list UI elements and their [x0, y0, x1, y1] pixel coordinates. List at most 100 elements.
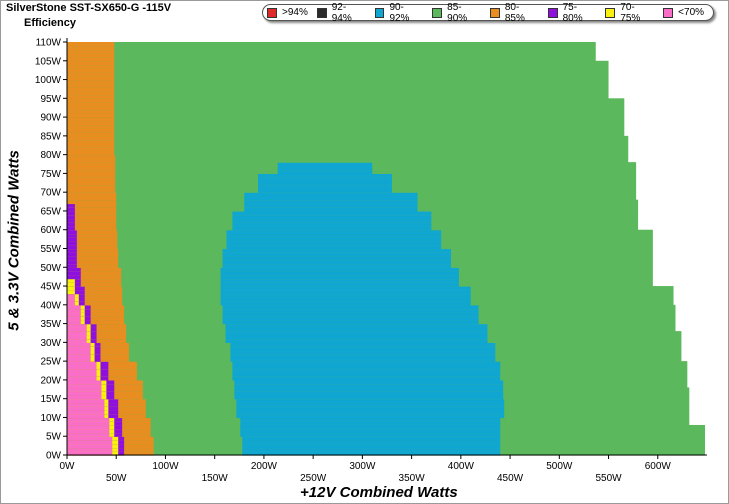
region-lt70	[67, 391, 102, 396]
region-90-92	[240, 432, 501, 437]
x-tick-label: 150W	[202, 473, 229, 484]
y-tick-label: 60W	[40, 225, 61, 236]
region-90-92	[258, 177, 392, 182]
region-lt70	[67, 372, 97, 377]
legend-swatch	[663, 7, 674, 18]
region-lt70	[67, 349, 91, 355]
region-75-80	[67, 237, 77, 242]
legend-swatch	[267, 7, 277, 18]
region-75-80	[67, 233, 77, 238]
region-85-90	[67, 102, 625, 107]
x-tick-label: 550W	[595, 473, 622, 484]
region-90-92	[277, 165, 373, 171]
y-tick-label: 50W	[40, 263, 61, 274]
region-90-92	[226, 237, 442, 242]
region-90-92	[226, 233, 442, 238]
region-80-85	[67, 289, 123, 295]
region-lt70	[67, 424, 110, 430]
region-lt70	[67, 421, 110, 426]
region-80-85	[67, 72, 115, 77]
region-lt70	[67, 301, 75, 306]
region-90-92	[236, 409, 505, 415]
region-90-92	[232, 214, 432, 220]
region-90-92	[236, 413, 505, 419]
region-80-85	[67, 316, 125, 321]
region-80-85	[67, 207, 117, 212]
region-lt70	[67, 368, 97, 373]
region-90-92	[225, 323, 488, 328]
region-80-85	[67, 293, 123, 298]
x-tick-label: 450W	[497, 473, 524, 484]
region-80-85	[67, 42, 115, 47]
region-90-92	[236, 398, 505, 404]
y-tick-label: 40W	[40, 300, 61, 311]
region-85-90	[67, 87, 609, 92]
region-90-92	[222, 304, 479, 310]
region-90-92	[222, 263, 451, 268]
region-80-85	[67, 105, 115, 111]
region-90-92	[225, 327, 488, 332]
region-80-85	[67, 301, 123, 306]
region-70-75	[67, 286, 75, 291]
region-90-92	[242, 447, 501, 452]
region-90-92	[222, 319, 479, 325]
region-90-92	[232, 364, 501, 370]
region-85-90	[67, 117, 625, 122]
region-90-92	[220, 286, 471, 291]
legend-label: 75-80%	[562, 1, 583, 24]
region-80-85	[67, 218, 117, 223]
region-80-85	[67, 308, 125, 313]
region-90-92	[232, 376, 501, 381]
region-85-90	[67, 42, 596, 47]
y-tick-label: 75W	[40, 169, 61, 180]
region-75-80	[67, 225, 75, 231]
region-lt70	[67, 312, 81, 317]
region-lt70	[67, 451, 113, 456]
region-80-85	[67, 90, 115, 96]
y-tick-label: 5W	[46, 432, 62, 443]
region-80-85	[67, 286, 123, 291]
region-70-75	[67, 282, 75, 287]
region-80-85	[67, 117, 115, 122]
region-80-85	[67, 304, 125, 310]
region-90-92	[277, 169, 373, 175]
legend-swatch	[605, 7, 616, 18]
region-80-85	[67, 263, 119, 268]
region-80-85	[67, 45, 115, 51]
region-90-92	[230, 357, 496, 362]
legend-label: 90-92%	[389, 1, 410, 24]
region-90-92	[244, 203, 418, 208]
region-85-90	[67, 57, 596, 62]
region-90-92	[244, 195, 418, 201]
region-85-90	[67, 143, 629, 148]
region-90-92	[222, 259, 451, 265]
region-80-85	[67, 203, 117, 208]
region-90-92	[242, 439, 501, 445]
region-85-90	[67, 105, 625, 111]
region-lt70	[67, 376, 97, 381]
region-80-85	[67, 282, 122, 287]
region-80-85	[67, 177, 116, 182]
region-80-85	[67, 113, 115, 118]
region-90-92	[232, 372, 501, 377]
region-85-90	[67, 45, 596, 51]
region-85-90	[67, 72, 609, 77]
region-85-90	[67, 147, 629, 152]
region-lt70	[67, 316, 81, 321]
region-80-85	[67, 274, 122, 280]
legend-item: 85-90%	[432, 2, 481, 24]
legend-item: 90-92%	[374, 1, 424, 24]
region-80-85	[67, 188, 116, 193]
region-75-80	[67, 240, 77, 246]
region-75-80	[67, 222, 75, 227]
region-90-92	[222, 248, 451, 253]
legend-item: 70-75%	[605, 2, 654, 24]
region-80-85	[67, 278, 122, 283]
region-lt70	[67, 346, 91, 351]
y-tick-label: 85W	[40, 131, 61, 142]
region-80-85	[67, 147, 115, 152]
region-85-90	[67, 150, 629, 156]
region-80-85	[67, 124, 115, 129]
region-90-92	[258, 184, 392, 190]
